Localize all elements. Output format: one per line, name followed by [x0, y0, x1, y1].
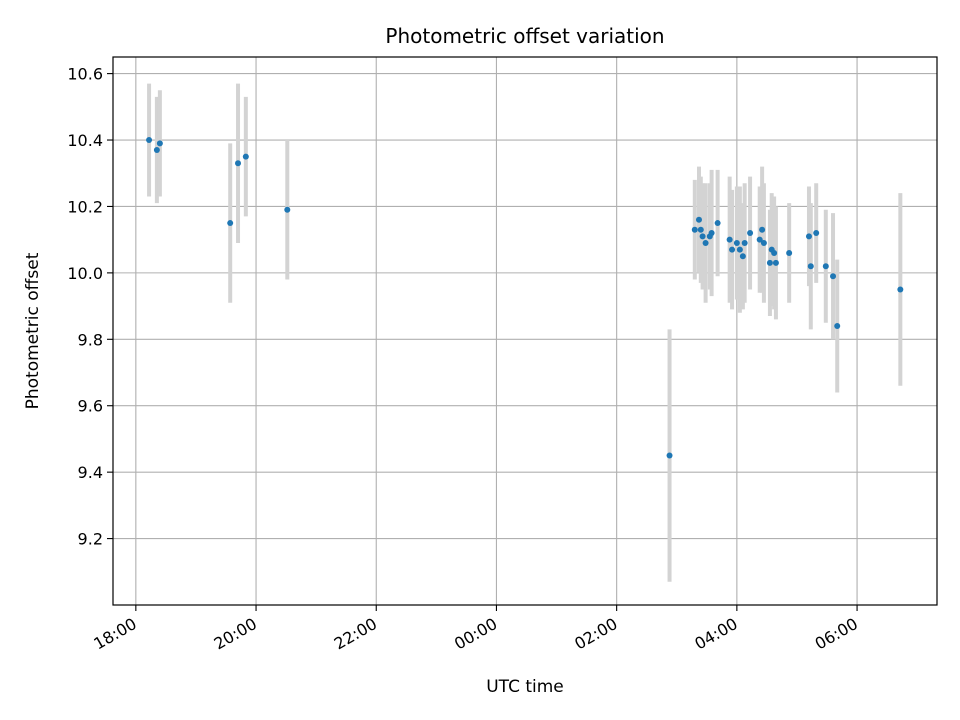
- data-point: [666, 452, 673, 459]
- data-point: [897, 286, 904, 293]
- data-point: [805, 233, 812, 240]
- data-point: [726, 236, 733, 243]
- data-point: [822, 263, 829, 270]
- data-point: [766, 259, 773, 266]
- data-point: [691, 226, 698, 233]
- data-point: [702, 239, 709, 246]
- data-point: [235, 160, 242, 167]
- y-axis-label: Photometric offset: [23, 252, 43, 409]
- data-point: [830, 273, 837, 280]
- data-point: [242, 153, 249, 160]
- y-tick-label: 9.6: [78, 397, 103, 416]
- y-tick-label: 10.6: [67, 65, 103, 84]
- data-point: [786, 249, 793, 256]
- data-point: [807, 263, 814, 270]
- y-axis-ticks: 9.2 9.4 9.6 9.8 10.0 10.2 10.4 10.6: [67, 65, 113, 549]
- y-tick-label: 10.2: [67, 197, 103, 216]
- data-point: [771, 249, 778, 256]
- data-point: [760, 239, 767, 246]
- data-point: [146, 137, 153, 144]
- data-point: [741, 239, 748, 246]
- data-point: [227, 220, 234, 227]
- y-tick-label: 10.4: [67, 131, 103, 150]
- data-point: [697, 226, 704, 233]
- data-point: [756, 236, 763, 243]
- data-point: [695, 216, 702, 223]
- data-point: [747, 230, 754, 237]
- data-point: [834, 323, 841, 330]
- grid: [113, 57, 937, 605]
- y-tick-label: 9.4: [78, 463, 103, 482]
- data-point: [699, 233, 706, 240]
- data-point: [759, 226, 766, 233]
- data-point: [714, 220, 721, 227]
- data-points: [146, 137, 904, 459]
- data-point: [156, 140, 163, 147]
- y-tick-label: 9.2: [78, 530, 103, 549]
- y-tick-label: 9.8: [78, 330, 103, 349]
- plot-frame: [112, 56, 938, 606]
- data-point: [739, 253, 746, 260]
- data-point: [772, 259, 779, 266]
- y-tick-label: 10.0: [67, 264, 103, 283]
- data-point: [153, 146, 160, 153]
- data-point: [813, 230, 820, 237]
- x-axis-label: UTC time: [486, 677, 564, 697]
- data-point: [708, 230, 715, 237]
- data-point: [736, 246, 743, 253]
- data-point: [733, 239, 740, 246]
- data-point: [729, 246, 736, 253]
- data-point: [284, 206, 291, 213]
- chart-title: Photometric offset variation: [385, 24, 664, 48]
